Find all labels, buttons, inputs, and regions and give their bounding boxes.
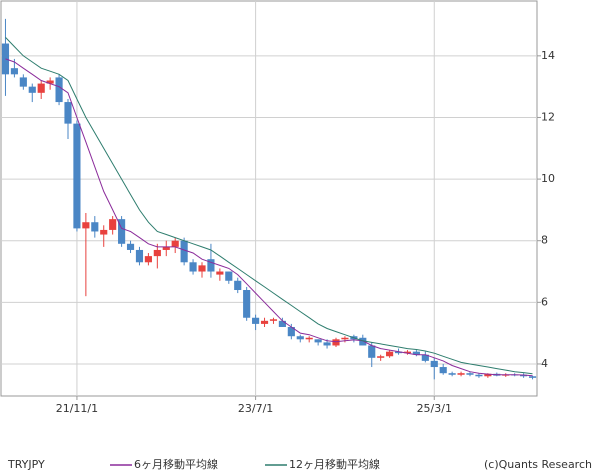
candle-body (118, 219, 126, 244)
candle-body (278, 320, 286, 327)
candle-body (421, 354, 429, 361)
y-tick-label: 14 (541, 49, 555, 62)
candle-body (198, 265, 206, 272)
y-tick-label: 4 (541, 357, 548, 370)
x-tick-label: 23/7/1 (238, 402, 273, 415)
moving-average-line (5, 37, 533, 375)
candle-body (430, 360, 438, 368)
candle-body (19, 77, 27, 87)
credit: (c)Quants Research (484, 458, 592, 471)
candle-body (296, 336, 304, 340)
candle-body (10, 68, 18, 75)
candle-body (252, 317, 260, 324)
candle-body (484, 373, 492, 377)
x-tick-label: 21/11/1 (56, 402, 98, 415)
candle-body (91, 222, 99, 232)
candle-body (386, 351, 394, 357)
candle-body (323, 342, 331, 346)
candle-body (82, 222, 90, 229)
candle-body (439, 367, 447, 374)
candle-body (207, 259, 215, 272)
legend-symbol: TRYJPY (7, 458, 45, 471)
candle-body (287, 326, 295, 337)
candle-body (528, 376, 537, 378)
candle-body (144, 256, 152, 263)
candle-body (55, 77, 63, 103)
candle-body (394, 351, 403, 354)
candle-body (109, 219, 117, 230)
candle-body (260, 320, 269, 324)
candle-body (448, 373, 456, 375)
candle-body (466, 373, 474, 375)
candle-body (126, 243, 135, 250)
candle-body (457, 373, 465, 375)
candle-body (305, 337, 313, 340)
candle-body (162, 246, 170, 250)
candle-body (225, 271, 233, 281)
candle-body (332, 339, 340, 346)
y-tick-label: 8 (541, 234, 548, 247)
candle-body (368, 345, 376, 358)
candle-body (412, 351, 420, 355)
candle-body (475, 374, 483, 377)
candle-body (234, 280, 242, 291)
y-tick-label: 6 (541, 295, 548, 308)
legend-label: 6ヶ月移動平均線 (134, 457, 218, 471)
candle-body (377, 356, 385, 358)
candle-body (64, 102, 72, 124)
plot-area (0, 0, 538, 397)
candle-body (1, 43, 10, 75)
candle-body (341, 337, 349, 340)
candle-body (37, 83, 45, 93)
candle-body (28, 86, 36, 93)
candle-body (73, 123, 81, 229)
candle-body (180, 240, 188, 263)
y-tick-label: 12 (541, 110, 555, 123)
candle-body (46, 80, 54, 84)
candle-body (269, 319, 278, 321)
candle-body (359, 337, 367, 346)
candle-body (100, 229, 108, 235)
candle-body (243, 290, 251, 318)
legend-label: 12ヶ月移動平均線 (289, 457, 380, 471)
candle-body (135, 249, 144, 263)
candle-body (153, 249, 161, 257)
x-tick-label: 25/3/1 (417, 402, 452, 415)
moving-average-line (5, 58, 533, 377)
candle-body (171, 240, 179, 247)
candle-body (403, 351, 412, 354)
y-tick-label: 10 (541, 172, 555, 185)
candle-body (520, 374, 528, 377)
candle-body (189, 262, 197, 272)
candle-body (314, 339, 322, 343)
candle-body (216, 271, 224, 275)
